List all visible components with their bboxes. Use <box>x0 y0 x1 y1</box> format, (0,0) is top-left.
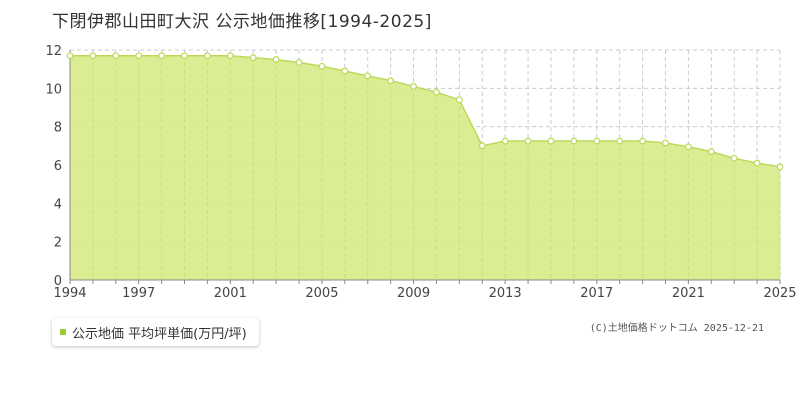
x-tick-label: 2021 <box>672 286 705 301</box>
data-point <box>776 163 784 171</box>
data-point <box>387 77 395 85</box>
axes <box>69 50 781 284</box>
y-tick-label: 6 <box>54 159 62 174</box>
data-point <box>181 52 188 60</box>
data-point <box>226 52 234 60</box>
area-fill <box>70 55 780 280</box>
x-tick-label: 2025 <box>763 286 796 301</box>
data-point <box>249 54 257 62</box>
data-point <box>570 137 578 145</box>
data-point <box>89 52 97 60</box>
data-point <box>135 52 143 60</box>
data-point <box>662 139 669 147</box>
data-points <box>66 52 784 171</box>
data-point <box>684 143 692 151</box>
data-point <box>455 96 463 104</box>
tick-labels: 0 2 4 6 8 10 12 1994 1997 2001 2005 2009 2013 2017 202… <box>45 44 796 301</box>
data-point <box>616 137 624 145</box>
data-point <box>66 52 74 60</box>
y-tick-label: 2 <box>54 236 62 251</box>
y-tick-label: 12 <box>45 44 62 59</box>
y-tick-label: 0 <box>54 274 62 289</box>
data-point <box>364 72 372 80</box>
data-point <box>478 142 486 150</box>
y-tick-label: 10 <box>45 82 62 97</box>
x-tick-label: 2005 <box>305 286 338 301</box>
data-point <box>433 88 440 96</box>
x-tick-label: 2001 <box>214 286 247 301</box>
data-point <box>112 52 120 60</box>
legend-swatch <box>60 329 66 335</box>
x-tick-label: 2009 <box>397 286 430 301</box>
data-point <box>341 67 349 75</box>
data-point <box>730 154 738 162</box>
data-point <box>295 59 303 66</box>
data-point <box>707 148 715 155</box>
x-tick-label: 1997 <box>122 286 155 301</box>
legend: 公示地価 平均坪単価(万円/坪) <box>52 318 259 346</box>
data-point <box>753 159 761 167</box>
data-point <box>158 52 166 60</box>
chart-title: 下閉伊郡山田町大沢 公示地価推移[1994-2025] <box>52 12 432 32</box>
copyright-text: (C)土地価格ドットコム 2025-12-21 <box>589 323 764 334</box>
data-point <box>593 137 601 145</box>
series-line <box>70 55 781 168</box>
y-tick-label: 8 <box>54 121 62 136</box>
data-point <box>204 52 211 60</box>
data-point <box>272 56 280 63</box>
x-tick-label: 2017 <box>580 286 613 301</box>
y-tick-label: 4 <box>54 197 62 212</box>
legend-label: 公示地価 平均坪単価(万円/坪) <box>72 326 247 342</box>
x-tick-label: 1994 <box>53 286 86 301</box>
data-point <box>318 62 326 70</box>
area-series <box>70 55 781 280</box>
x-tick-label: 2013 <box>489 286 522 301</box>
data-point <box>524 137 532 145</box>
data-point <box>639 137 646 145</box>
data-point <box>501 137 509 145</box>
data-point <box>547 137 555 145</box>
data-point <box>410 83 417 90</box>
